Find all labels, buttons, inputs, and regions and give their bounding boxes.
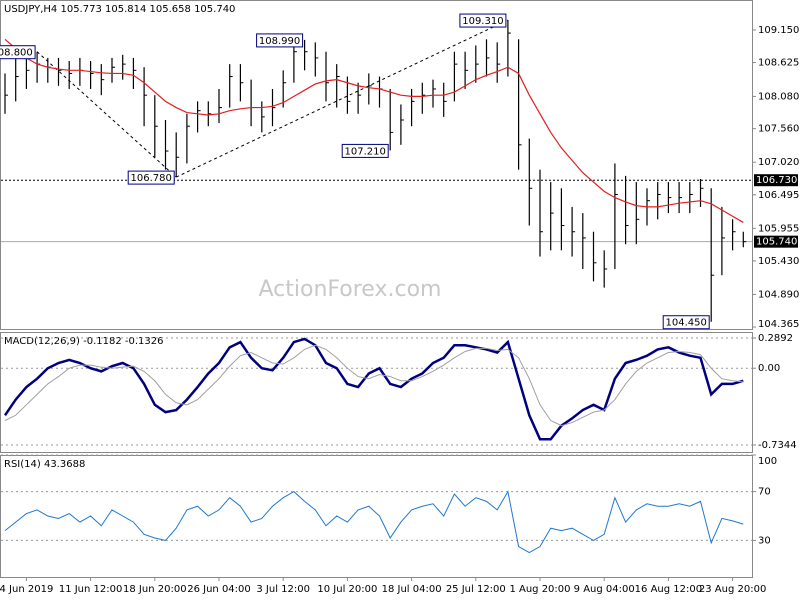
annotation-label: 104.450 — [666, 318, 707, 329]
price-level-label: 106.730 — [756, 175, 797, 186]
indicator-line — [3, 337, 744, 441]
x-tick-label: 16 Aug 12:00 — [635, 584, 702, 595]
y-tick-label: 106.495 — [758, 190, 799, 201]
annotation-label: 108.990 — [259, 36, 300, 47]
annotation-box — [0, 45, 36, 60]
y-tick-label: 30 — [758, 535, 771, 546]
y-tick-label: 70 — [758, 487, 771, 498]
annotation-box — [127, 170, 175, 185]
price-level-box — [754, 174, 798, 187]
annotation-label: 106.780 — [131, 173, 172, 184]
y-tick-label: 107.560 — [758, 124, 799, 135]
trend-line — [175, 19, 509, 178]
x-tick-label: 25 Jul 12:00 — [446, 584, 506, 595]
macd-panel-frame — [0, 332, 753, 453]
annotation-label: 109.310 — [462, 16, 503, 27]
indicator-line — [4, 344, 744, 427]
moving-average — [4, 38, 744, 223]
x-tick-label: 4 Jun 2019 — [0, 584, 53, 595]
price-level-label: 105.740 — [756, 237, 797, 248]
y-tick-label: 100 — [758, 456, 777, 467]
y-tick-label: 0.00 — [758, 363, 780, 374]
price-panel-frame — [0, 0, 753, 330]
price-level-box — [754, 235, 798, 248]
annotation-label: 108.800 — [0, 48, 33, 59]
y-tick-label: 105.430 — [758, 256, 799, 267]
annotation-box — [662, 315, 710, 330]
annotation-box — [459, 13, 507, 28]
x-tick-label: 18 Jul 04:00 — [382, 584, 442, 595]
watermark: ActionForex.com — [259, 277, 442, 302]
panel-title: MACD(12,26,9) -0.1182 -0.1326 — [4, 336, 164, 347]
y-tick-label: 105.955 — [758, 223, 799, 234]
y-tick-label: 107.020 — [758, 157, 799, 168]
rsi-panel-frame — [0, 455, 753, 578]
panel-title: RSI(14) 43.3688 — [4, 459, 85, 470]
panel-title: USDJPY,H4 105.773 105.814 105.658 105.74… — [4, 4, 235, 15]
indicator-line — [4, 490, 744, 554]
annotation-box — [341, 143, 389, 158]
y-tick-label: -0.7344 — [758, 440, 797, 451]
x-tick-label: 23 Aug 20:00 — [699, 584, 766, 595]
x-tick-label: 26 Jun 04:00 — [187, 584, 251, 595]
annotation-label: 107.210 — [345, 146, 386, 157]
y-tick-label: 104.890 — [758, 289, 799, 300]
y-tick-label: 104.365 — [758, 319, 799, 330]
x-tick-label: 10 Jul 20:00 — [317, 584, 377, 595]
annotation-box — [256, 33, 304, 48]
x-tick-label: 3 Jul 12:00 — [256, 584, 310, 595]
x-tick-label: 9 Aug 04:00 — [574, 584, 635, 595]
x-tick-label: 1 Aug 20:00 — [509, 584, 570, 595]
y-tick-label: 108.080 — [758, 91, 799, 102]
y-tick-label: 108.625 — [758, 58, 799, 69]
x-tick-label: 11 Jun 12:00 — [59, 584, 123, 595]
x-tick-label: 18 Jun 20:00 — [123, 584, 187, 595]
y-tick-label: 0.2892 — [758, 333, 793, 344]
trend-line — [36, 51, 177, 178]
y-tick-label: 109.150 — [758, 25, 799, 36]
